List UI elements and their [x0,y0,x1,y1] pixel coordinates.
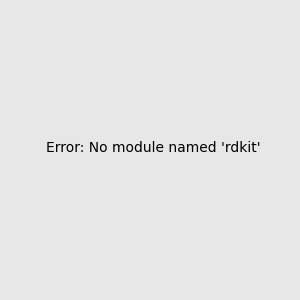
Text: Error: No module named 'rdkit': Error: No module named 'rdkit' [46,140,261,154]
